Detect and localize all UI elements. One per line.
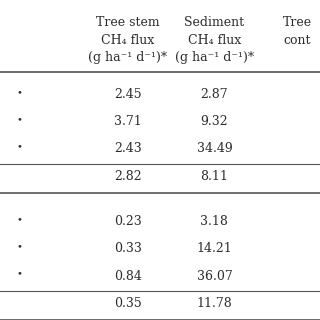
Text: 2.43: 2.43 xyxy=(114,142,142,156)
Text: CH₄ flux: CH₄ flux xyxy=(101,34,155,47)
Text: 0.23: 0.23 xyxy=(114,215,142,228)
Text: •: • xyxy=(16,242,22,251)
Text: 0.84: 0.84 xyxy=(114,269,142,283)
Text: •: • xyxy=(16,269,22,278)
Text: 36.07: 36.07 xyxy=(196,269,232,283)
Text: 2.87: 2.87 xyxy=(201,88,228,101)
Text: 9.32: 9.32 xyxy=(201,115,228,128)
Text: CH₄ flux: CH₄ flux xyxy=(188,34,241,47)
Text: 3.71: 3.71 xyxy=(114,115,142,128)
Text: •: • xyxy=(16,215,22,224)
Text: Tree: Tree xyxy=(283,16,312,29)
Text: 3.18: 3.18 xyxy=(200,215,228,228)
Text: 14.21: 14.21 xyxy=(196,242,232,255)
Text: 0.33: 0.33 xyxy=(114,242,142,255)
Text: •: • xyxy=(16,142,22,151)
Text: 34.49: 34.49 xyxy=(196,142,232,156)
Text: (g ha⁻¹ d⁻¹)*: (g ha⁻¹ d⁻¹)* xyxy=(175,51,254,64)
Text: •: • xyxy=(16,88,22,97)
Text: 2.82: 2.82 xyxy=(114,170,142,183)
Text: 2.45: 2.45 xyxy=(114,88,142,101)
Text: Sediment: Sediment xyxy=(184,16,244,29)
Text: 8.11: 8.11 xyxy=(200,170,228,183)
Text: cont: cont xyxy=(284,34,311,47)
Text: 11.78: 11.78 xyxy=(196,297,232,310)
Text: •: • xyxy=(16,115,22,124)
Text: Tree stem: Tree stem xyxy=(96,16,160,29)
Text: 0.35: 0.35 xyxy=(114,297,142,310)
Text: (g ha⁻¹ d⁻¹)*: (g ha⁻¹ d⁻¹)* xyxy=(88,51,168,64)
